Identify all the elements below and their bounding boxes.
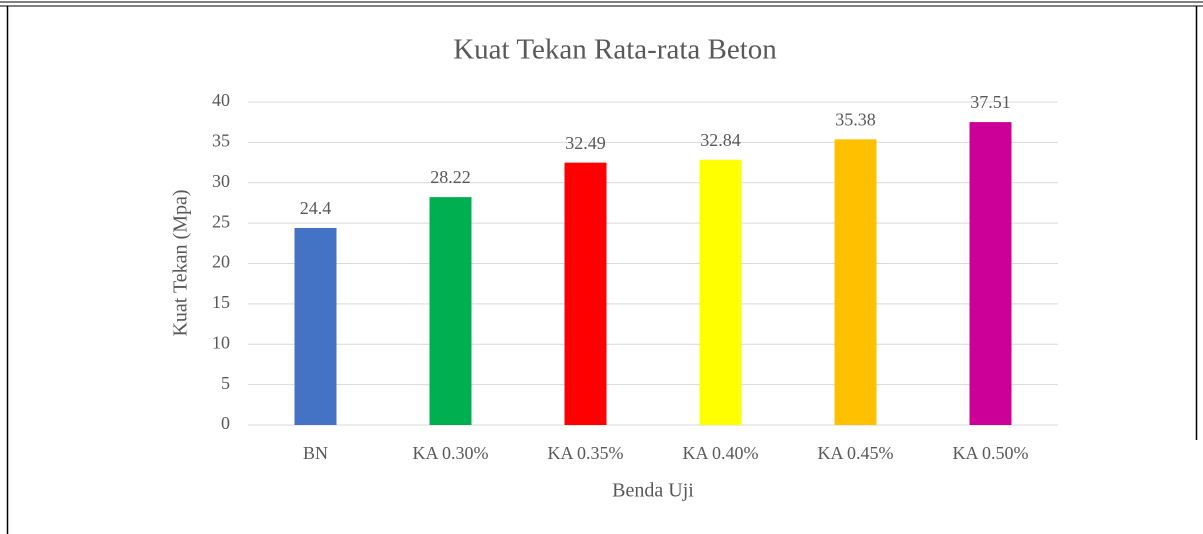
x-tick-label: KA 0.40%	[683, 443, 759, 463]
bar	[564, 162, 607, 425]
data-label: 32.84	[700, 130, 741, 150]
y-tick-label: 20	[212, 252, 230, 272]
data-label: 28.22	[430, 167, 471, 187]
chart-title: Kuat Tekan Rata-rata Beton	[453, 34, 777, 66]
bar	[294, 227, 337, 425]
x-tick-label: BN	[303, 443, 328, 463]
bar	[834, 139, 877, 425]
y-tick-label: 15	[212, 292, 230, 312]
bar	[429, 197, 472, 425]
y-tick-label: 10	[212, 332, 230, 352]
x-tick-label: KA 0.50%	[953, 443, 1029, 463]
y-tick-label: 25	[212, 211, 230, 231]
data-label: 24.4	[300, 198, 332, 218]
data-label: 32.49	[565, 133, 606, 153]
y-axis-title: Kuat Tekan (Mpa)	[170, 189, 192, 336]
y-tick-label: 35	[212, 131, 230, 151]
y-tick-label: 5	[221, 373, 230, 393]
y-tick-label: 40	[212, 90, 230, 110]
y-tick-label: 30	[212, 171, 230, 191]
x-tick-label: KA 0.45%	[818, 443, 894, 463]
x-axis-title: Benda Uji	[612, 480, 694, 502]
x-tick-label: KA 0.30%	[413, 443, 489, 463]
y-tick-label: 0	[221, 413, 230, 433]
data-label: 37.51	[970, 92, 1011, 112]
data-label: 35.38	[835, 109, 876, 129]
x-tick-label: KA 0.35%	[548, 443, 624, 463]
bar	[699, 159, 742, 425]
bar	[969, 122, 1012, 425]
